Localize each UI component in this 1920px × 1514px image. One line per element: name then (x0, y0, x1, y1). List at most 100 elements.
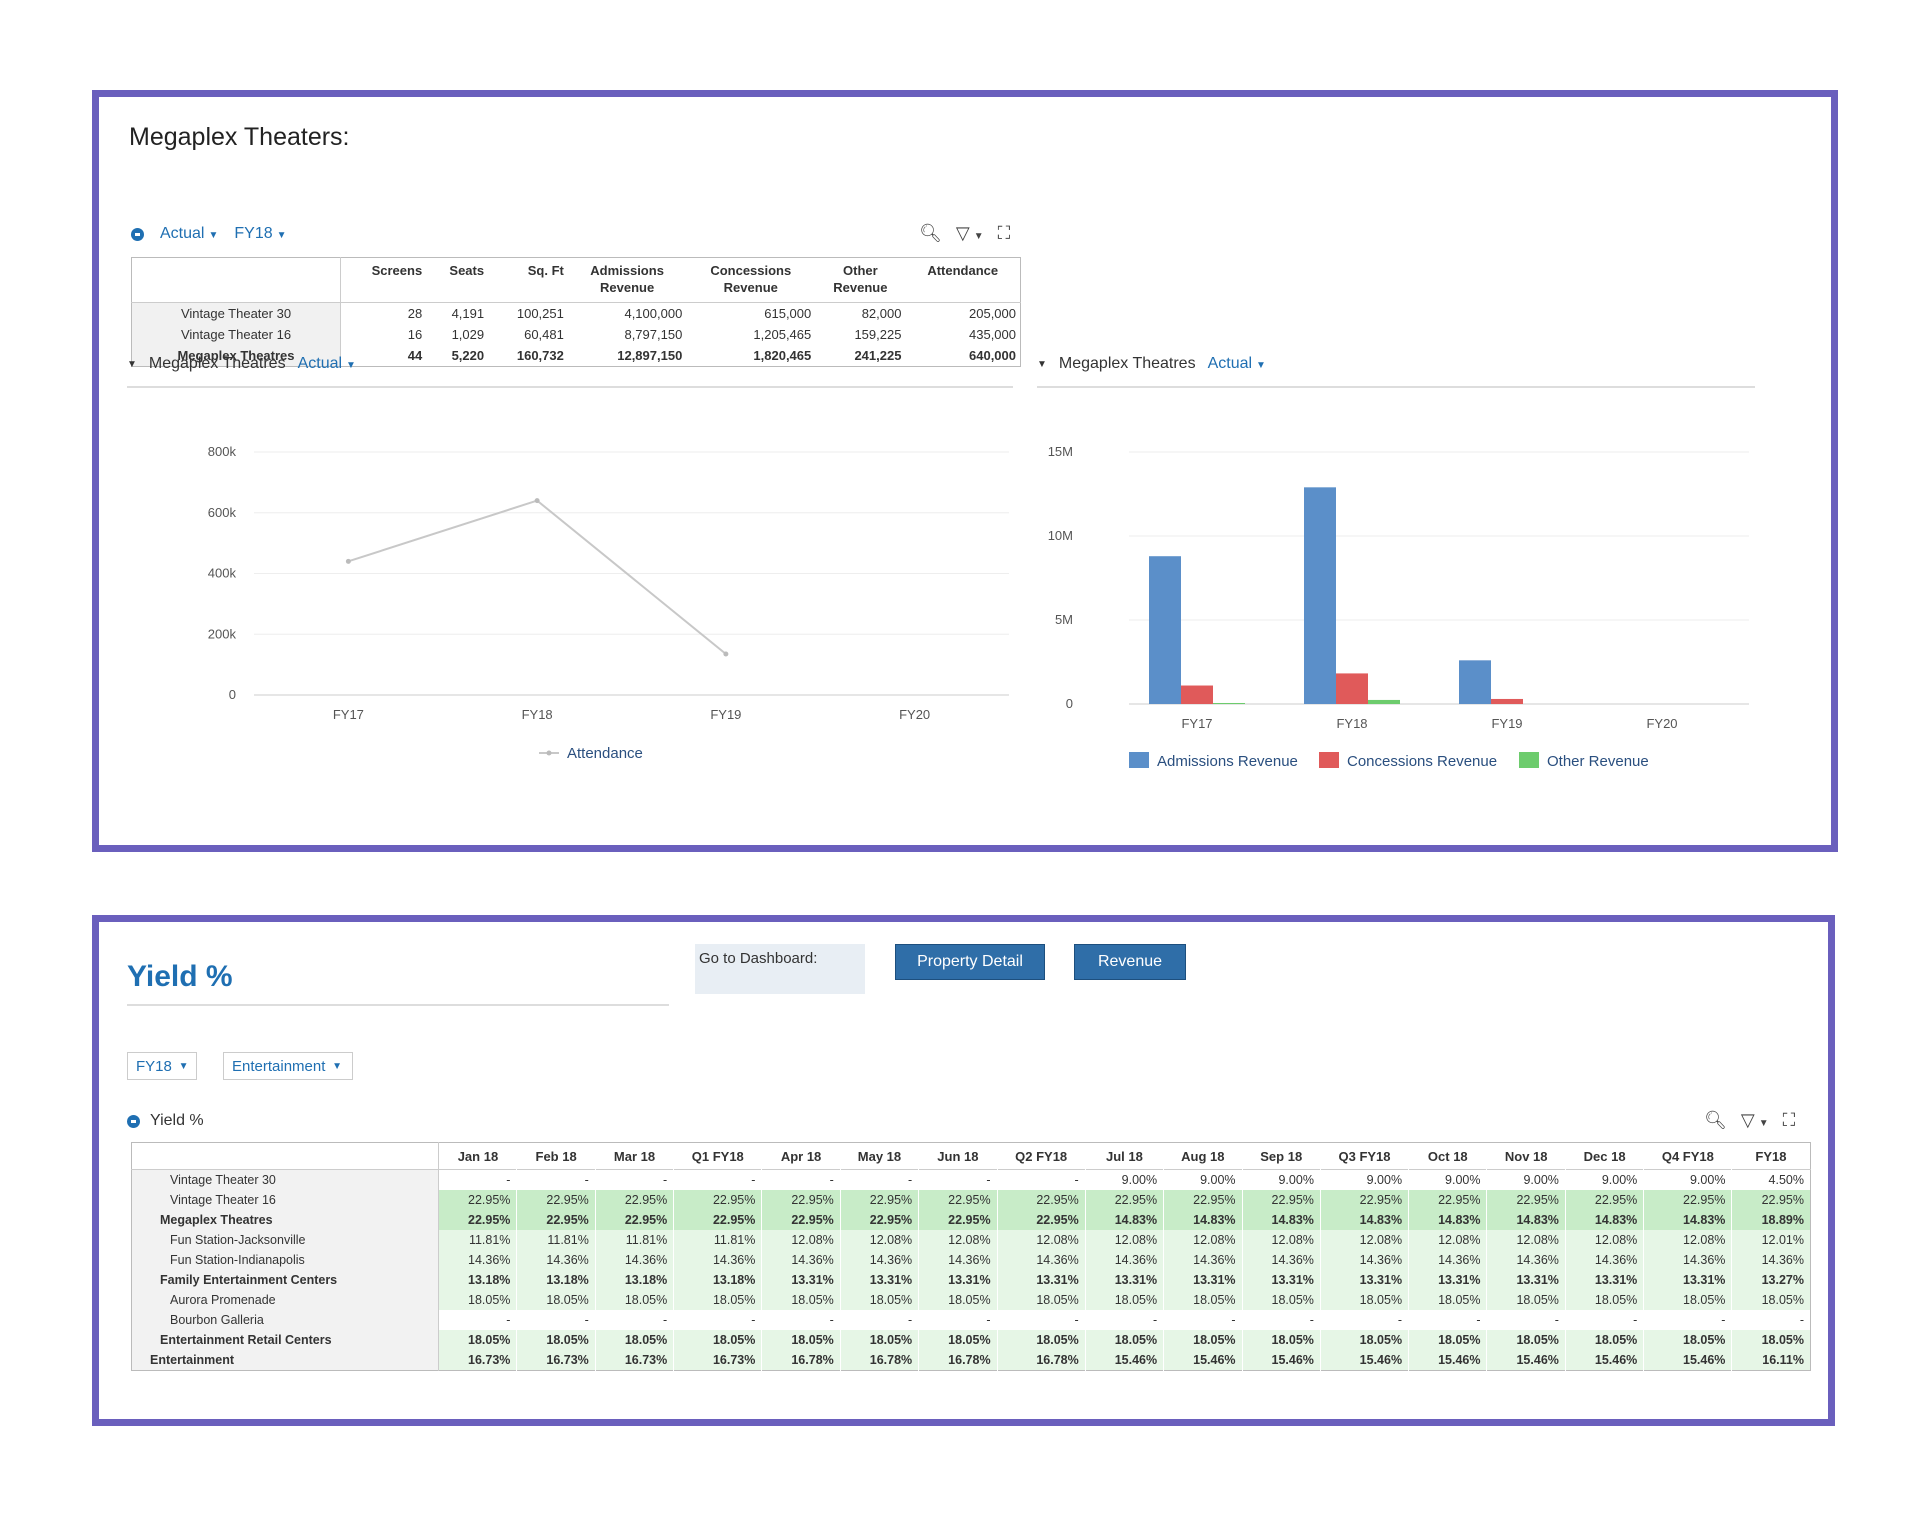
table-cell[interactable]: 12.08% (996, 1230, 1086, 1250)
table-cell[interactable]: 14.83% (1564, 1210, 1644, 1230)
table-cell[interactable]: 14.36% (1408, 1250, 1487, 1270)
table-cell[interactable]: 12.08% (1486, 1230, 1566, 1250)
table-cell[interactable]: 11.81% (673, 1230, 762, 1250)
table-cell[interactable]: 100,251 (516, 306, 564, 321)
table-cell[interactable]: 22.95% (594, 1190, 674, 1210)
table-cell[interactable]: 22.95% (1731, 1190, 1811, 1210)
table-cell[interactable]: 13.31% (839, 1270, 919, 1290)
table-cell[interactable]: 13.31% (1319, 1270, 1409, 1290)
table-cell[interactable]: - (996, 1169, 1086, 1190)
table-cell[interactable]: 4.50% (1731, 1169, 1811, 1190)
table-cell[interactable]: 8,797,150 (624, 327, 683, 342)
table-cell[interactable]: 13.31% (1163, 1270, 1243, 1290)
row-label[interactable]: Vintage Theater 30 (131, 302, 341, 324)
table-cell[interactable]: 13.31% (761, 1270, 841, 1290)
table-cell[interactable]: 60,481 (524, 327, 564, 342)
table-cell[interactable]: 15.46% (1163, 1350, 1243, 1371)
table-cell[interactable]: 18.05% (1731, 1290, 1811, 1310)
table-cell[interactable]: 14.83% (1643, 1210, 1732, 1230)
table-cell[interactable]: 12.08% (761, 1230, 841, 1250)
table-cell[interactable]: 14.36% (516, 1250, 596, 1270)
table-cell[interactable]: 1,820,465 (753, 348, 812, 363)
table-cell[interactable]: 16.78% (996, 1350, 1086, 1371)
table-cell[interactable]: 14.83% (1084, 1210, 1164, 1230)
table-cell[interactable]: - (1643, 1310, 1732, 1330)
table-cell[interactable]: 9.00% (1319, 1169, 1409, 1190)
row-label[interactable]: Vintage Theater 16 (131, 324, 341, 345)
table-cell[interactable]: 159,225 (854, 327, 902, 342)
table-cell[interactable]: - (673, 1310, 762, 1330)
row-label[interactable]: Fun Station-Jacksonville (131, 1230, 439, 1250)
table-cell[interactable]: 9.00% (1241, 1169, 1321, 1190)
table-cell[interactable]: 1,029 (451, 327, 485, 342)
table-cell[interactable]: - (1731, 1310, 1811, 1330)
table-cell[interactable]: 22.95% (1084, 1190, 1164, 1210)
table-cell[interactable]: 12.08% (1163, 1230, 1243, 1250)
table-cell[interactable]: 18.05% (437, 1290, 517, 1310)
table-cell[interactable]: 12.08% (1408, 1230, 1487, 1250)
table-cell[interactable]: 15.46% (1319, 1350, 1409, 1371)
table-cell[interactable]: 15.46% (1241, 1350, 1321, 1371)
table-cell[interactable]: 18.05% (839, 1330, 919, 1350)
table-cell[interactable]: 22.95% (839, 1210, 919, 1230)
table-cell[interactable]: 13.18% (594, 1270, 674, 1290)
table-cell[interactable]: 18.05% (1163, 1330, 1243, 1350)
segment-filter[interactable]: Entertainment ▼ (223, 1052, 353, 1080)
table-cell[interactable]: - (1319, 1310, 1409, 1330)
table-cell[interactable]: - (761, 1310, 841, 1330)
table-cell[interactable]: 15.46% (1084, 1350, 1164, 1371)
table-cell[interactable]: 14.83% (1163, 1210, 1243, 1230)
table-cell[interactable]: 12.08% (1564, 1230, 1644, 1250)
table-cell[interactable]: 12.08% (918, 1230, 998, 1250)
table-cell[interactable]: 22.95% (839, 1190, 919, 1210)
table-cell[interactable]: 14.36% (839, 1250, 919, 1270)
table-cell[interactable]: 18.05% (761, 1330, 841, 1350)
table-cell[interactable]: 18.05% (918, 1330, 998, 1350)
collapse-arrow-icon[interactable]: ▼ (1037, 358, 1047, 370)
table-cell[interactable]: 15.46% (1486, 1350, 1566, 1371)
table-cell[interactable]: 13.31% (1241, 1270, 1321, 1290)
table-cell[interactable]: 14.36% (918, 1250, 998, 1270)
table-cell[interactable]: 44 (407, 348, 423, 363)
table-cell[interactable]: 14.36% (1163, 1250, 1243, 1270)
table-cell[interactable]: 9.00% (1564, 1169, 1644, 1190)
table-cell[interactable]: 13.31% (1564, 1270, 1644, 1290)
table-cell[interactable]: 18.05% (516, 1330, 596, 1350)
table-cell[interactable]: 22.95% (761, 1190, 841, 1210)
table-cell[interactable]: 13.31% (1643, 1270, 1732, 1290)
table-cell[interactable]: 28 (407, 306, 423, 321)
table-cell[interactable]: 9.00% (1163, 1169, 1243, 1190)
table-cell[interactable]: 18.05% (1241, 1290, 1321, 1310)
table-cell[interactable]: 160,732 (516, 348, 564, 363)
table-cell[interactable]: 16.78% (918, 1350, 998, 1371)
table-cell[interactable]: 22.95% (761, 1210, 841, 1230)
table-cell[interactable]: - (1564, 1310, 1644, 1330)
table-cell[interactable]: - (996, 1310, 1086, 1330)
table-cell[interactable]: - (594, 1169, 674, 1190)
table-cell[interactable]: 18.05% (1408, 1290, 1487, 1310)
table-cell[interactable]: 18.05% (1564, 1330, 1644, 1350)
table-cell[interactable]: 14.36% (1486, 1250, 1566, 1270)
table-cell[interactable]: - (918, 1169, 998, 1190)
table-cell[interactable]: 9.00% (1486, 1169, 1566, 1190)
table-cell[interactable]: 1,205,465 (753, 327, 812, 342)
table-cell[interactable]: - (516, 1310, 596, 1330)
table-cell[interactable]: 18.05% (437, 1330, 517, 1350)
table-cell[interactable]: 14.83% (1319, 1210, 1409, 1230)
table-cell[interactable]: 15.46% (1564, 1350, 1644, 1371)
table-cell[interactable]: 16 (407, 327, 423, 342)
year-selector[interactable]: FY18 ▼ (234, 225, 287, 242)
table-cell[interactable]: 18.05% (918, 1290, 998, 1310)
table-cell[interactable]: 5,220 (451, 348, 485, 363)
table-cell[interactable]: 18.05% (761, 1290, 841, 1310)
table-cell[interactable]: 14.36% (1564, 1250, 1644, 1270)
table-cell[interactable]: - (437, 1310, 517, 1330)
collapse-arrow-icon[interactable]: ▼ (127, 358, 137, 370)
table-cell[interactable]: 22.95% (437, 1210, 517, 1230)
table-cell[interactable]: 12.08% (839, 1230, 919, 1250)
table-cell[interactable]: 14.83% (1486, 1210, 1566, 1230)
scenario-selector[interactable]: Actual ▼ (160, 225, 219, 242)
table-cell[interactable]: 82,000 (861, 306, 902, 321)
search-icon[interactable]: 🔍︎ (919, 223, 942, 243)
table-cell[interactable]: 9.00% (1408, 1169, 1487, 1190)
